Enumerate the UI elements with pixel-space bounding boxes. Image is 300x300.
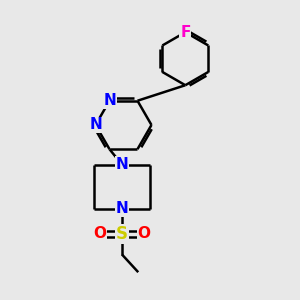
Text: N: N: [116, 157, 128, 172]
Text: N: N: [116, 201, 128, 216]
Text: N: N: [89, 118, 102, 133]
Text: O: O: [138, 226, 151, 242]
Text: S: S: [116, 225, 128, 243]
Text: N: N: [103, 93, 116, 108]
Text: O: O: [93, 226, 106, 242]
Text: F: F: [180, 25, 190, 40]
